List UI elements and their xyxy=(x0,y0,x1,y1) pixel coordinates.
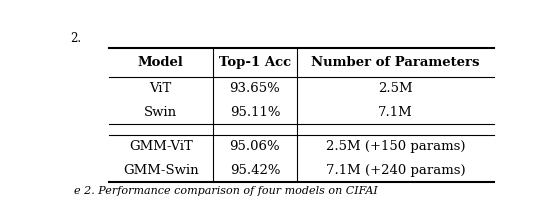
Text: 2.: 2. xyxy=(70,32,81,45)
Text: 7.1M (+240 params): 7.1M (+240 params) xyxy=(326,164,465,177)
Text: GMM-ViT: GMM-ViT xyxy=(129,140,193,153)
Text: 95.42%: 95.42% xyxy=(230,164,280,177)
Text: Model: Model xyxy=(138,56,184,69)
Text: 95.06%: 95.06% xyxy=(229,140,280,153)
Text: 2.5M (+150 params): 2.5M (+150 params) xyxy=(326,140,465,153)
Text: Top-1 Acc: Top-1 Acc xyxy=(219,56,291,69)
Text: 95.11%: 95.11% xyxy=(230,106,280,119)
Text: 2.5M: 2.5M xyxy=(378,82,413,95)
Text: GMM-Swin: GMM-Swin xyxy=(123,164,199,177)
Text: Swin: Swin xyxy=(144,106,177,119)
Text: e 2. Performance comparison of four models on CIFAI: e 2. Performance comparison of four mode… xyxy=(74,186,378,196)
Text: Number of Parameters: Number of Parameters xyxy=(311,56,480,69)
Text: 7.1M: 7.1M xyxy=(378,106,413,119)
Text: ViT: ViT xyxy=(150,82,172,95)
Text: 93.65%: 93.65% xyxy=(229,82,280,95)
